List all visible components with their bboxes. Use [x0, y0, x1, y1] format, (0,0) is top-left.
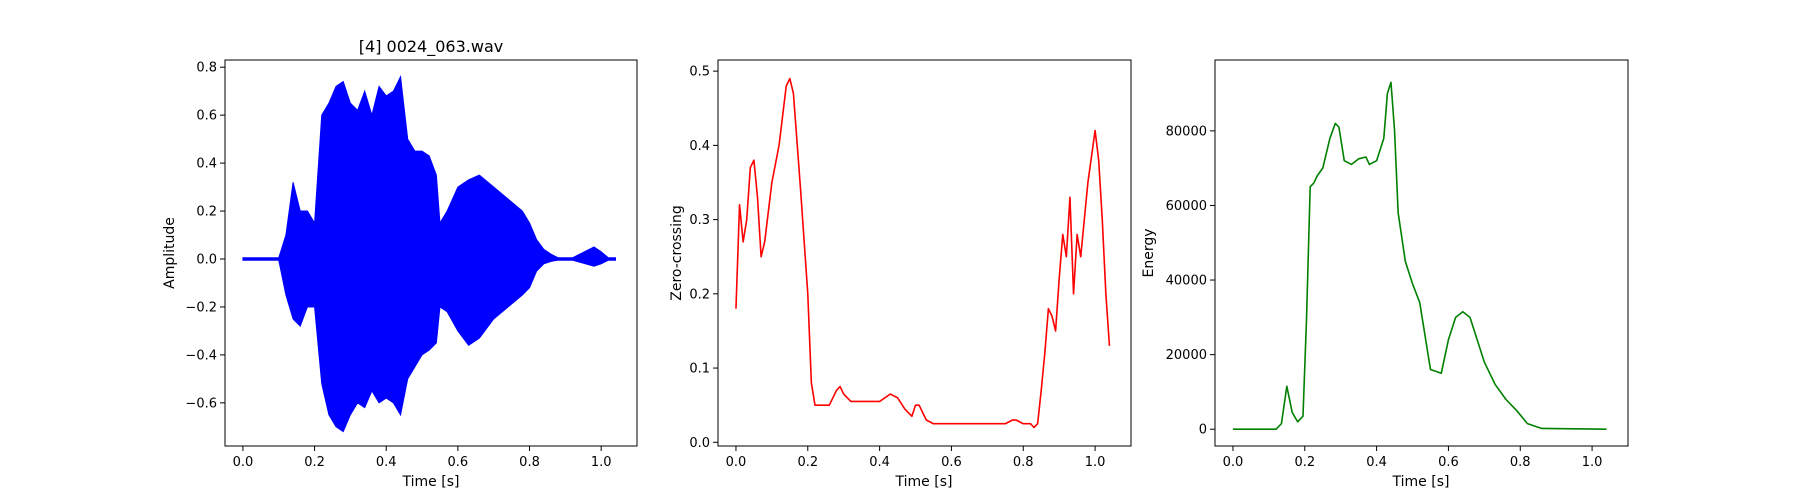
series-line: [1232, 81, 1607, 431]
plot-area-frame: [224, 59, 638, 447]
marks-group: [1232, 81, 1607, 431]
plot-area-frame: [1214, 59, 1629, 447]
y-tick-label: 0.2: [196, 205, 217, 220]
x-tick-label: 0.2: [1294, 455, 1315, 470]
chart-title: [4] 0024_063.wav: [359, 37, 503, 57]
y-axis-label: Zero-crossing: [669, 205, 685, 300]
y-tick-label: 0.4: [196, 157, 217, 172]
y-tick-label: 0.0: [196, 252, 217, 267]
x-tick-label: 0.4: [869, 455, 890, 470]
waveform-panel: [4] 0024_063.wav 0.0 0.2 0.4 0.6 0.8 1.0 −0.6 −…: [162, 37, 638, 490]
y-tick-label: 0.4: [689, 139, 710, 154]
x-tick-label: 0.4: [376, 455, 397, 470]
marks-group: [242, 75, 617, 433]
x-tick-label: 0.4: [1366, 455, 1387, 470]
x-axis-label: Time [s]: [1392, 474, 1450, 490]
y-tick-label: −0.2: [185, 300, 217, 315]
y-tick-label: 0.8: [196, 61, 217, 76]
x-tick-label: 0.6: [448, 455, 469, 470]
x-tick-label: 1.0: [1085, 455, 1106, 470]
x-tick-label: 1.0: [591, 455, 612, 470]
y-tick-label: 0.5: [689, 65, 710, 80]
energy-panel: 0.0 0.2 0.4 0.6 0.8 1.0020000400006000080000 …: [1141, 59, 1629, 490]
series-line: [735, 77, 1111, 429]
marks-group: [735, 77, 1111, 429]
y-tick-label: 0.1: [689, 362, 710, 377]
x-tick-label: 0.0: [233, 455, 254, 470]
x-tick-label: 0.6: [941, 455, 962, 470]
y-tick-label: 20000: [1166, 348, 1207, 363]
ticks-group: 0.0 0.2 0.4 0.6 0.8 1.0 −0.6 −0.4 −0.2 0.0 0.2 0.4 0…: [185, 61, 611, 470]
x-axis-label: Time [s]: [895, 474, 953, 490]
x-tick-label: 0.8: [519, 455, 540, 470]
waveform-envelope: [242, 75, 617, 433]
ticks-group: 0.0 0.2 0.4 0.6 0.8 1.0 0 20000 40000 60000 80000: [1166, 124, 1603, 470]
y-tick-label: −0.4: [185, 348, 217, 363]
y-tick-label: −0.6: [185, 396, 217, 411]
y-tick-label: 0.2: [689, 287, 710, 302]
y-tick-label: 0.0: [689, 436, 710, 451]
x-tick-label: 0.2: [304, 455, 325, 470]
y-tick-label: 0: [1199, 423, 1207, 438]
x-tick-label: 1.0: [1582, 455, 1603, 470]
x-axis-label: Time [s]: [402, 474, 460, 490]
x-tick-label: 0.2: [797, 455, 818, 470]
x-tick-label: 0.6: [1438, 455, 1459, 470]
y-tick-label: 0.3: [689, 213, 710, 228]
y-tick-label: 40000: [1166, 274, 1207, 289]
ticks-group: 0.0 0.2 0.4 0.6 0.8 1.0 0.0 0.1 0.2 0.3 0.4 0.5: [689, 65, 1105, 470]
y-tick-label: 80000: [1166, 124, 1207, 139]
y-axis-label: Energy: [1141, 228, 1157, 277]
zero-crossing-panel: 0.0 0.2 0.4 0.6 0.8 1.0 0.0 0.1 0.2 0.3 0.4 0.5 Tim…: [669, 59, 1132, 490]
plot-area-frame: [717, 59, 1132, 447]
x-tick-label: 0.0: [1223, 455, 1244, 470]
y-tick-label: 0.6: [196, 109, 217, 124]
y-tick-label: 60000: [1166, 199, 1207, 214]
x-tick-label: 0.8: [1013, 455, 1034, 470]
x-tick-label: 0.8: [1510, 455, 1531, 470]
y-axis-label: Amplitude: [162, 217, 178, 289]
x-tick-label: 0.0: [726, 455, 747, 470]
